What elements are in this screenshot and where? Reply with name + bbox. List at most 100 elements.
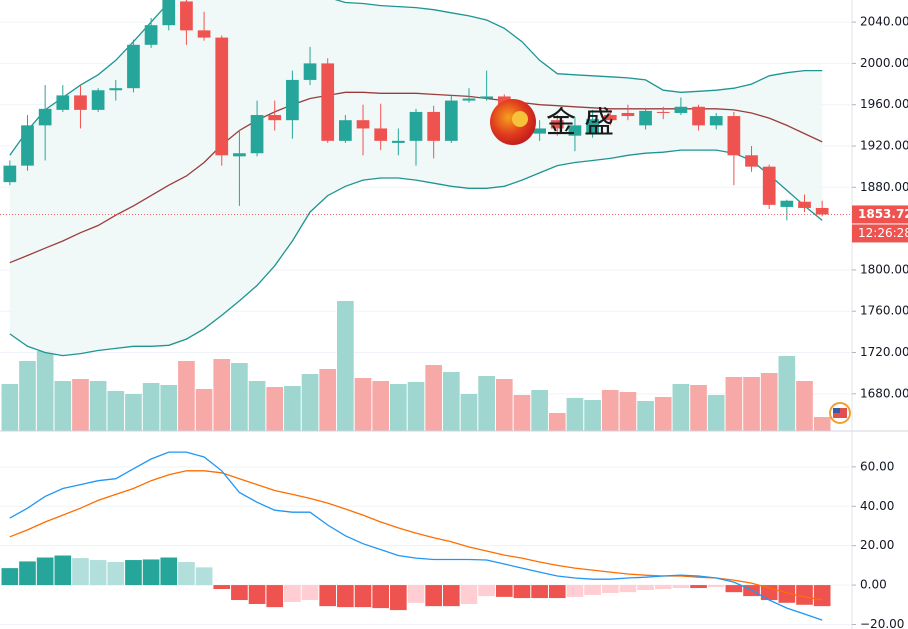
volume-bar (619, 392, 637, 431)
countdown-box (852, 224, 908, 243)
candle-body (21, 125, 34, 166)
histogram-bar (513, 585, 531, 599)
histogram-bar (89, 560, 107, 586)
volume-bar (425, 365, 442, 431)
volume-bar (460, 394, 478, 431)
candle-body (798, 201, 811, 208)
flag-icon (829, 402, 851, 424)
candle-body (533, 128, 546, 134)
candle-body (162, 0, 176, 26)
histogram-bar (195, 567, 213, 586)
y-tick-label: 20.00 (860, 538, 894, 552)
candle-body (180, 1, 193, 31)
candle-body (268, 115, 282, 121)
histogram-bar (213, 585, 231, 590)
candle-body (38, 108, 52, 126)
volume-bar (354, 378, 372, 431)
volume-bar (160, 385, 178, 431)
histogram-bar (390, 585, 407, 611)
histogram-bar (690, 585, 707, 589)
y-tick-label: 1880.00 (860, 180, 908, 194)
histogram-bar (19, 561, 36, 586)
axis-layer: 2040.00 2000.00 1960.00 1920.00 1880.00 1800.… (852, 15, 908, 629)
y-tick-label: 40.00 (860, 499, 894, 513)
volume-bar (390, 384, 407, 431)
histogram-bar (248, 585, 266, 604)
volume-bar (372, 381, 390, 431)
watermark-text: 金盛 (546, 106, 622, 141)
candle-body (109, 88, 123, 91)
histogram-bar (601, 585, 619, 593)
candle-body (656, 111, 670, 113)
candle-body (462, 98, 476, 101)
volume-bar (584, 400, 601, 431)
candle-body (286, 79, 299, 121)
candle-body (144, 25, 158, 45)
candle-body (356, 120, 370, 129)
flag-canton (833, 408, 840, 413)
volume-bar (19, 361, 36, 431)
histogram-bar (813, 585, 831, 607)
volume-bar (778, 356, 796, 431)
volume-bar (672, 384, 690, 431)
candle-body (674, 106, 688, 113)
candle-body (409, 111, 423, 141)
volume-bar (760, 373, 778, 431)
histogram-bar (372, 585, 390, 609)
candle-body (91, 90, 105, 110)
y-tick-label: 1920.00 (860, 139, 908, 153)
countdown-label: 12:26:28 (858, 226, 908, 240)
histogram-bar (301, 585, 319, 601)
last-price-label: 1853.72 (858, 207, 908, 221)
y-tick-label: 60.00 (860, 459, 894, 473)
candle-body (215, 37, 229, 156)
histogram-bar (407, 585, 425, 603)
volume-bar (266, 387, 284, 431)
macd-line (9, 451, 823, 621)
histogram-bar (36, 557, 54, 586)
volume-bar (566, 398, 584, 431)
volume-bar (72, 379, 89, 431)
candle-body (780, 200, 794, 207)
volume-bar (531, 390, 548, 431)
histogram-bar (160, 557, 178, 586)
histogram-bar (266, 585, 284, 608)
histogram-bar (478, 585, 495, 597)
y-tick-label: 2000.00 (860, 56, 908, 70)
y-tick-label: 1960.00 (860, 97, 908, 111)
volume-bar (442, 372, 460, 431)
candle-body (550, 120, 564, 129)
y-tick-label: −20.00 (860, 617, 904, 629)
volume-bar (1, 384, 19, 431)
histogram-bar (725, 585, 743, 593)
candle-body (586, 119, 599, 134)
volume-bar (637, 401, 654, 431)
volume-bar (36, 351, 54, 431)
volume-bar (54, 381, 72, 431)
volume-bar (213, 359, 231, 431)
price-pane (0, 0, 852, 431)
candle-body (621, 112, 635, 117)
volume-bar (195, 389, 213, 431)
volume-bar (813, 417, 831, 431)
volume-bar (407, 382, 425, 431)
volume-bar (654, 397, 672, 431)
candle-body (321, 63, 335, 141)
histogram-bar (460, 585, 478, 604)
histogram-bar (337, 585, 354, 608)
volume-bar (725, 377, 743, 431)
volume-bar (142, 383, 160, 431)
volume-bar (178, 361, 195, 431)
macd-pane (1, 451, 831, 621)
candle-body (250, 115, 264, 154)
band-fill (9, 0, 823, 356)
volume-bar (513, 395, 531, 431)
volume-bar (601, 390, 619, 431)
histogram-bar (319, 585, 337, 607)
candle-body (444, 100, 458, 141)
volume-bar (107, 391, 125, 431)
histogram-bar (142, 559, 160, 586)
histogram-bar (107, 562, 125, 586)
candle-body (692, 106, 705, 126)
